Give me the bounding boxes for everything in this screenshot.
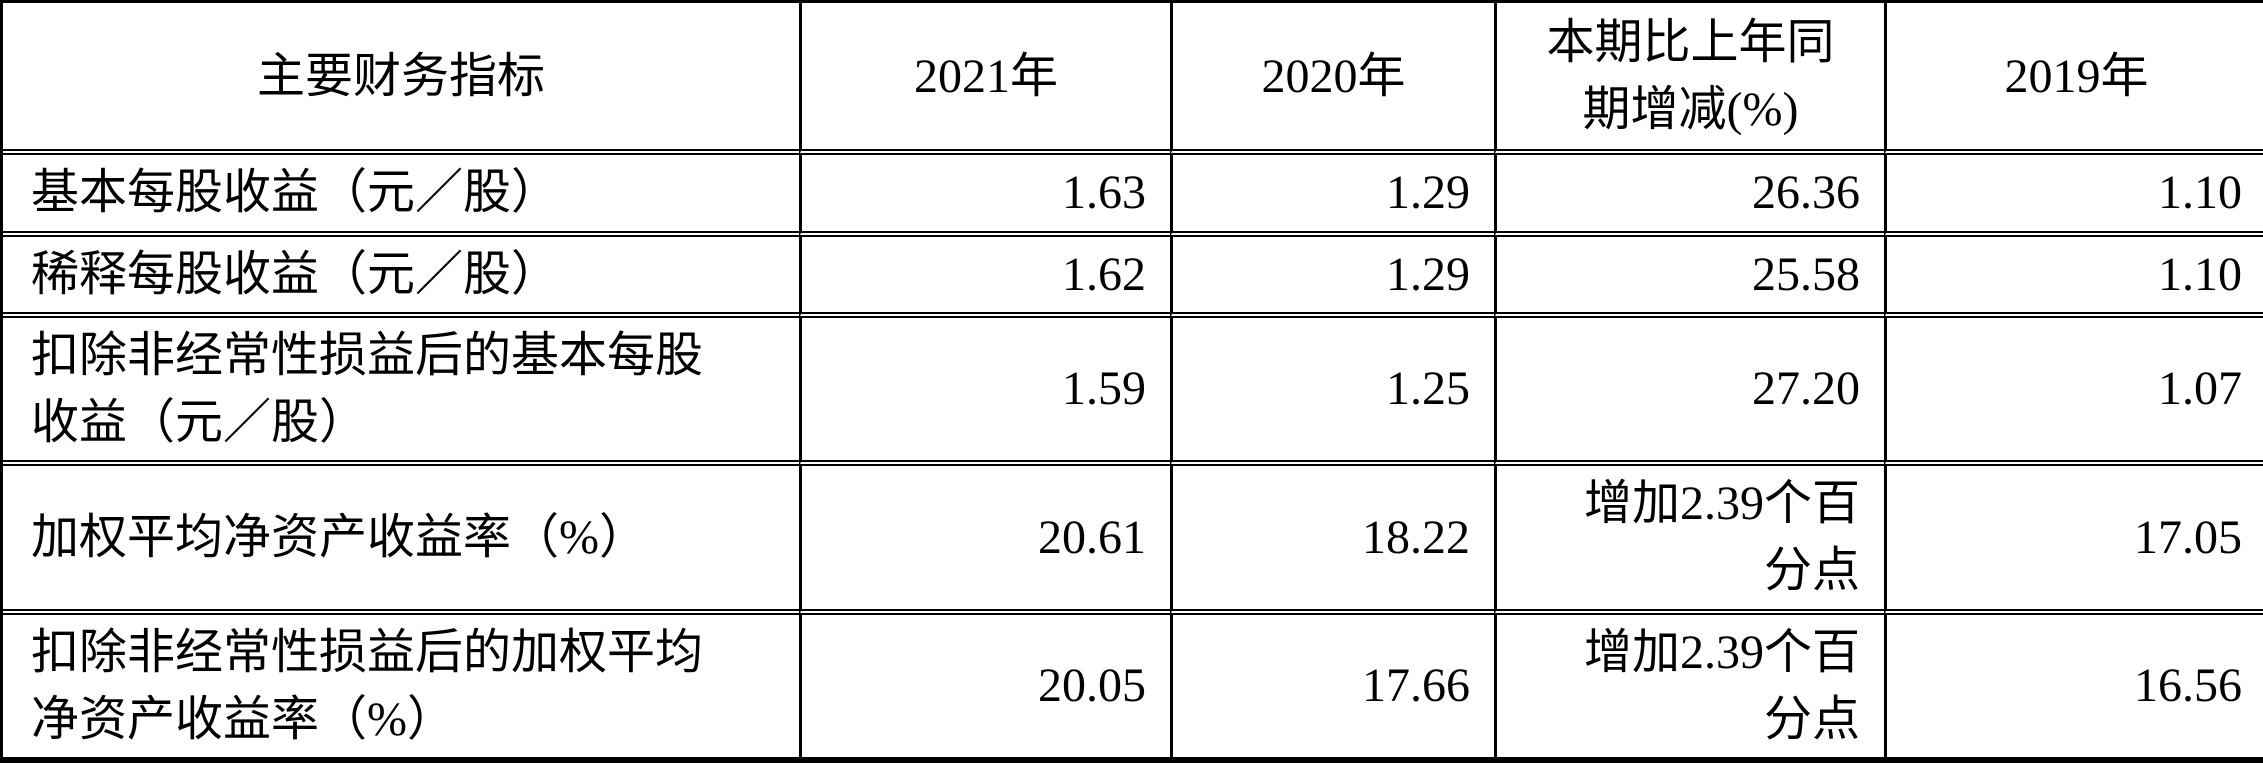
value-2021-cell: 20.61: [799, 466, 1170, 615]
header-year-2021: 2021年: [799, 3, 1170, 156]
value-2020-cell: 1.29: [1170, 236, 1494, 318]
header-indicator: 主要财务指标: [3, 3, 799, 156]
value-2019-cell: 17.05: [1884, 466, 2263, 615]
value-2019-cell: 1.10: [1884, 155, 2263, 237]
value-2019-cell: 16.56: [1884, 614, 2263, 757]
value-2019-cell: 1.07: [1884, 317, 2263, 467]
table-row-basic-eps: 基本每股收益（元／股） 1.63 1.29 26.36 1.10: [3, 155, 2263, 237]
table-row-weighted-avg-roe-excl-nonrecurring: 扣除非经常性损益后的加权平均 净资产收益率（%） 20.05 17.66 增加2…: [3, 614, 2263, 757]
change-cell: 26.36: [1494, 155, 1884, 237]
indicator-cell: 基本每股收益（元／股）: [3, 155, 799, 237]
value-2019-cell: 1.10: [1884, 236, 2263, 318]
value-2020-cell: 17.66: [1170, 614, 1494, 757]
value-2020-cell: 1.25: [1170, 317, 1494, 467]
value-2021-cell: 1.62: [799, 236, 1170, 318]
table-row-weighted-avg-roe: 加权平均净资产收益率（%） 20.61 18.22 增加2.39个百 分点 17…: [3, 466, 2263, 615]
table-header-row: 主要财务指标 2021年 2020年 本期比上年同 期增减(%) 2019年: [3, 3, 2263, 156]
indicator-cell: 扣除非经常性损益后的加权平均 净资产收益率（%）: [31, 625, 704, 746]
header-change-vs-prior-year: 本期比上年同 期增减(%): [1494, 3, 1884, 156]
indicator-cell: 加权平均净资产收益率（%）: [3, 466, 799, 615]
value-2021-cell: 1.59: [799, 317, 1170, 467]
value-2021-cell: 20.05: [799, 614, 1170, 757]
indicator-cell: 扣除非经常性损益后的基本每股 收益（元／股）: [3, 318, 799, 467]
change-cell: 增加2.39个百 分点: [1494, 614, 1884, 757]
table-row-basic-eps-excl-nonrecurring: 扣除非经常性损益后的基本每股 收益（元／股） 1.59 1.25 27.20 1…: [3, 317, 2263, 467]
value-2020-cell: 18.22: [1170, 466, 1494, 615]
change-cell: 25.58: [1494, 236, 1884, 318]
header-year-2019: 2019年: [1884, 3, 2263, 156]
change-cell: 27.20: [1494, 317, 1884, 467]
table-row-diluted-eps: 稀释每股收益（元／股） 1.62 1.29 25.58 1.10: [3, 236, 2263, 318]
value-2020-cell: 1.29: [1170, 155, 1494, 237]
value-2021-cell: 1.63: [799, 155, 1170, 237]
header-year-2020: 2020年: [1170, 3, 1494, 156]
indicator-cell: 稀释每股收益（元／股）: [3, 237, 799, 318]
change-cell: 增加2.39个百 分点: [1494, 466, 1884, 615]
